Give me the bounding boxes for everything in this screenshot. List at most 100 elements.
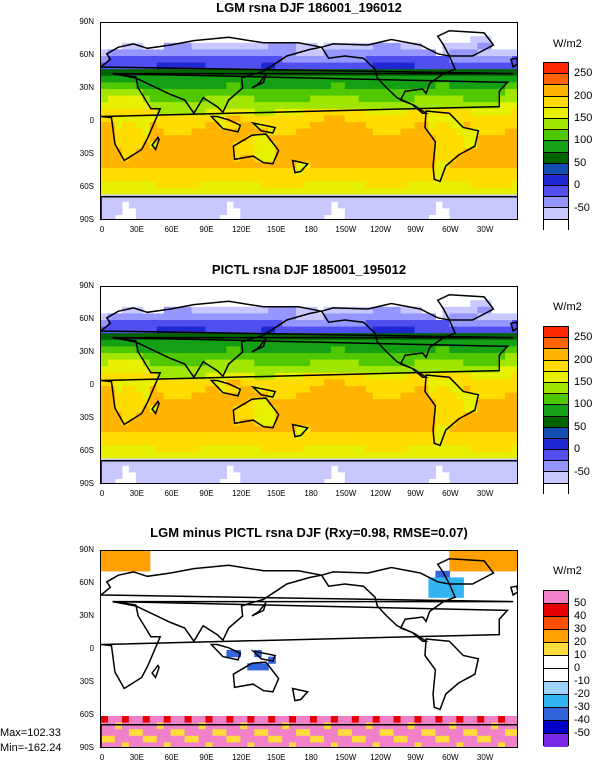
field-cell [121,75,130,83]
field-cell [310,168,318,176]
field-cell [512,419,517,427]
field-cell [282,102,290,110]
field-cell [358,438,367,446]
field-cell [149,313,158,321]
field-cell [498,564,506,572]
field-cell [135,56,144,64]
field-cell [498,56,506,64]
field-cell [372,386,381,394]
field-cell [233,306,241,314]
field-cell [282,478,290,483]
field-cell [198,313,207,321]
field-cell [282,49,290,57]
field-cell [282,75,290,83]
field-cell [240,346,248,354]
field-cell [149,438,158,446]
field-cell [449,75,457,83]
field-cell [163,181,172,189]
field-cell [407,320,416,328]
field-cell [142,379,151,387]
field-cell [505,326,513,334]
field-cell [505,359,513,367]
field-cell [323,465,332,473]
field-cell [240,128,248,136]
field-cell [344,412,353,420]
field-cell [414,49,423,57]
field-cell [282,412,290,420]
field-cell [484,300,492,308]
field-cell [142,471,151,479]
field-cell [477,62,485,70]
field-cell [163,478,172,483]
field-cell [233,722,241,730]
field-cell [449,438,457,446]
field-cell [470,386,478,394]
field-cell [344,148,353,156]
field-cell [170,135,179,143]
field-cell [379,122,388,130]
field-cell [351,432,360,440]
field-cell [247,445,255,453]
field-cell [463,320,471,328]
field-cell [351,306,360,314]
field-cell [282,339,290,347]
field-cell [477,471,485,479]
field-cell [414,122,423,130]
field-cell [212,306,221,314]
field-cell [268,49,276,57]
field-cell [358,95,367,103]
field-cell [240,326,248,334]
field-cell [337,306,346,314]
field-cell [337,95,346,103]
field-cell [449,729,457,737]
field-cell [414,405,423,413]
field-cell [177,399,186,407]
field-cell [205,69,214,77]
field-cell [128,722,137,730]
field-cell [470,722,478,730]
field-cell [344,432,353,440]
field-cell [170,194,179,202]
field-cell [414,214,423,219]
field-cell [289,392,297,400]
field-cell [477,201,485,209]
field-cell [365,161,374,169]
field-cell [149,452,158,460]
field-cell [372,465,381,473]
field-cell [198,366,207,374]
field-cell [135,432,144,440]
field-cell [156,56,165,64]
field-cell [121,62,130,70]
field-cell [421,313,430,321]
field-cell [240,445,248,453]
field-cell [414,425,423,433]
field-cell [254,42,262,50]
field-cell [303,207,311,215]
field-cell [107,141,116,149]
field-cell [491,405,499,413]
field-cell [344,346,353,354]
field-cell [275,412,283,420]
field-cell [163,326,172,334]
field-cell [393,425,402,433]
field-cell [170,69,179,77]
field-cell [303,438,311,446]
field-cell [177,465,186,473]
field-cell [128,339,137,347]
field-cell [135,564,144,572]
field-cell [498,445,506,453]
field-cell [254,412,262,420]
field-cell [247,201,255,209]
field-cell [491,56,499,64]
field-cell [205,458,214,466]
field-cell [442,399,450,407]
field-cell [477,89,485,97]
field-cell [372,82,381,90]
field-cell [330,722,339,730]
field-cell [477,735,485,743]
field-cell [177,194,186,202]
field-cell [198,742,207,747]
field-cell [372,399,381,407]
field-cell [379,471,388,479]
field-cell [121,419,130,427]
